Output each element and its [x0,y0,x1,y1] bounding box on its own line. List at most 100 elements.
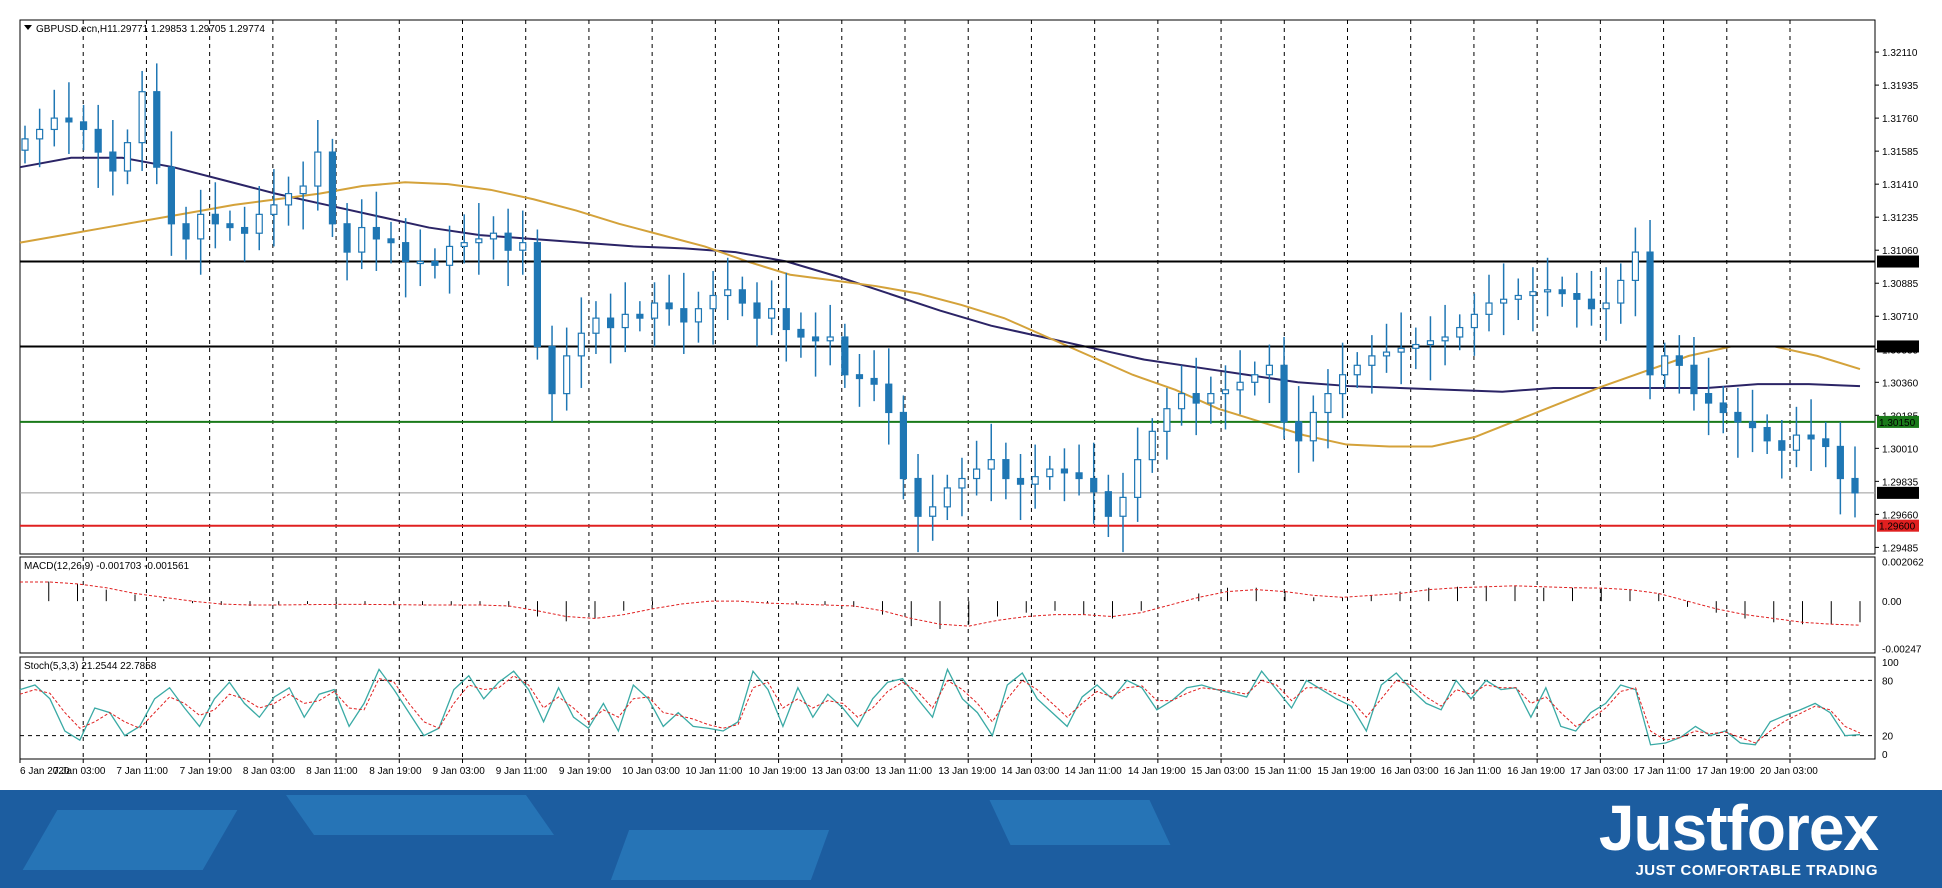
candle-body [519,242,527,251]
candle-body [1807,434,1815,440]
candle-body [1134,459,1142,498]
vertical-grid [82,20,1791,759]
time-label: 10 Jan 03:00 [622,766,680,777]
time-label: 14 Jan 19:00 [1128,766,1186,777]
time-label: 15 Jan 11:00 [1254,766,1312,777]
stoch-tick-label: 100 [1882,658,1899,669]
candle-body [1426,340,1435,346]
candle-body [445,245,454,266]
price-tick-label: 1.31585 [1882,147,1919,158]
time-label: 7 Jan 19:00 [180,766,233,777]
candle-body [1792,434,1801,451]
candle-body [1031,476,1039,485]
current-price-tag: 1.29774 [1879,489,1916,500]
candle-body [1734,411,1742,423]
candle-body [197,213,205,240]
stoch-axis: 100 80 20 0 [1882,658,1899,761]
chart-symbol: GBPUSD.ecn,H1 [36,24,113,35]
current-price-tag-bg [1877,486,1919,499]
macd-tick-label: -0.00247 [1882,645,1922,656]
candle-body [885,383,893,414]
level-price-tags: 1.31000 1.30550 1.30150 1.29600 1.29774 [1877,255,1919,533]
candle-body [1778,440,1786,451]
candle-body [21,138,29,151]
stoch-tick-label: 0 [1882,750,1888,761]
candle-body [1265,364,1274,376]
time-label: 16 Jan 11:00 [1444,766,1502,777]
candle-body [972,468,981,480]
candle-body [1661,355,1669,376]
stoch-pane-frame [19,656,1876,760]
candle-body [1207,393,1215,404]
footer-shape [610,830,830,880]
macd-axis: 0.002062 0.00 -0.00247 [1882,558,1924,656]
candle-body [1763,426,1771,442]
time-label: 14 Jan 11:00 [1065,766,1123,777]
time-label: 7 Jan 03:00 [53,766,106,777]
candle-body [782,308,790,331]
candle-body [606,317,615,329]
footer-shape [22,810,238,870]
candle-body [255,213,263,234]
candle-body [387,238,395,244]
candle-body [123,142,132,172]
candle-body [475,238,483,244]
candle-body [914,477,922,517]
candle-body [1675,355,1683,366]
candle-body [533,242,542,348]
time-label: 7 Jan 11:00 [116,766,168,777]
candle-body [460,242,468,248]
candle-body [650,302,659,319]
candle-body [416,260,424,265]
time-label: 17 Jan 11:00 [1634,766,1692,777]
time-label: 9 Jan 03:00 [433,766,486,777]
candle-body [1060,468,1069,474]
candle-body [109,151,117,172]
candle-body [548,345,556,395]
candle-body [826,336,834,342]
candle-body [987,459,995,470]
candle-body [1016,477,1025,485]
time-label: 15 Jan 19:00 [1318,766,1376,777]
stoch-tick-label: 20 [1882,732,1894,743]
candle-body [1309,411,1317,442]
candle-body [665,302,673,310]
time-label: 17 Jan 03:00 [1570,766,1628,777]
candle-body [1104,491,1112,517]
brand-name: Justforex [1598,792,1879,864]
level-tag-label: 1.30150 [1879,418,1916,429]
candle-body [621,313,629,329]
candle-body [1470,313,1478,329]
candle-body [1397,347,1405,353]
ma-slow-line [19,156,1861,393]
candle-body [724,289,732,297]
candle-body [314,151,322,187]
candle-body [1382,351,1391,357]
candle-body [1529,291,1537,297]
brand-footer [0,790,1942,888]
candle-body [709,294,717,310]
candle-body [372,226,380,240]
candle-body [1148,430,1156,461]
candle-body [241,226,249,234]
time-label: 16 Jan 19:00 [1507,766,1565,777]
candle-body [1295,421,1303,442]
dropdown-triangle-icon[interactable] [24,25,32,30]
candle-body [1441,336,1449,342]
candle-body [1690,364,1698,395]
time-label: 13 Jan 19:00 [938,766,996,777]
chart-area: 1.32110 1.31935 1.31760 1.31585 1.31410 1.312… [19,19,1924,777]
time-label: 8 Jan 19:00 [369,766,422,777]
candle-body [65,117,73,123]
candle-body [680,308,688,323]
time-label: 13 Jan 11:00 [875,766,933,777]
macd-tick-label: 0.002062 [1882,558,1924,569]
footer-shape [285,795,555,835]
candle-body [1587,298,1596,310]
time-label: 10 Jan 19:00 [749,766,807,777]
candle-body [1046,468,1054,478]
candle-body [855,374,864,380]
time-label: 8 Jan 03:00 [243,766,296,777]
price-axis: 1.32110 1.31935 1.31760 1.31585 1.31410 1.312… [1875,48,1919,554]
candlesticks [21,63,1859,553]
